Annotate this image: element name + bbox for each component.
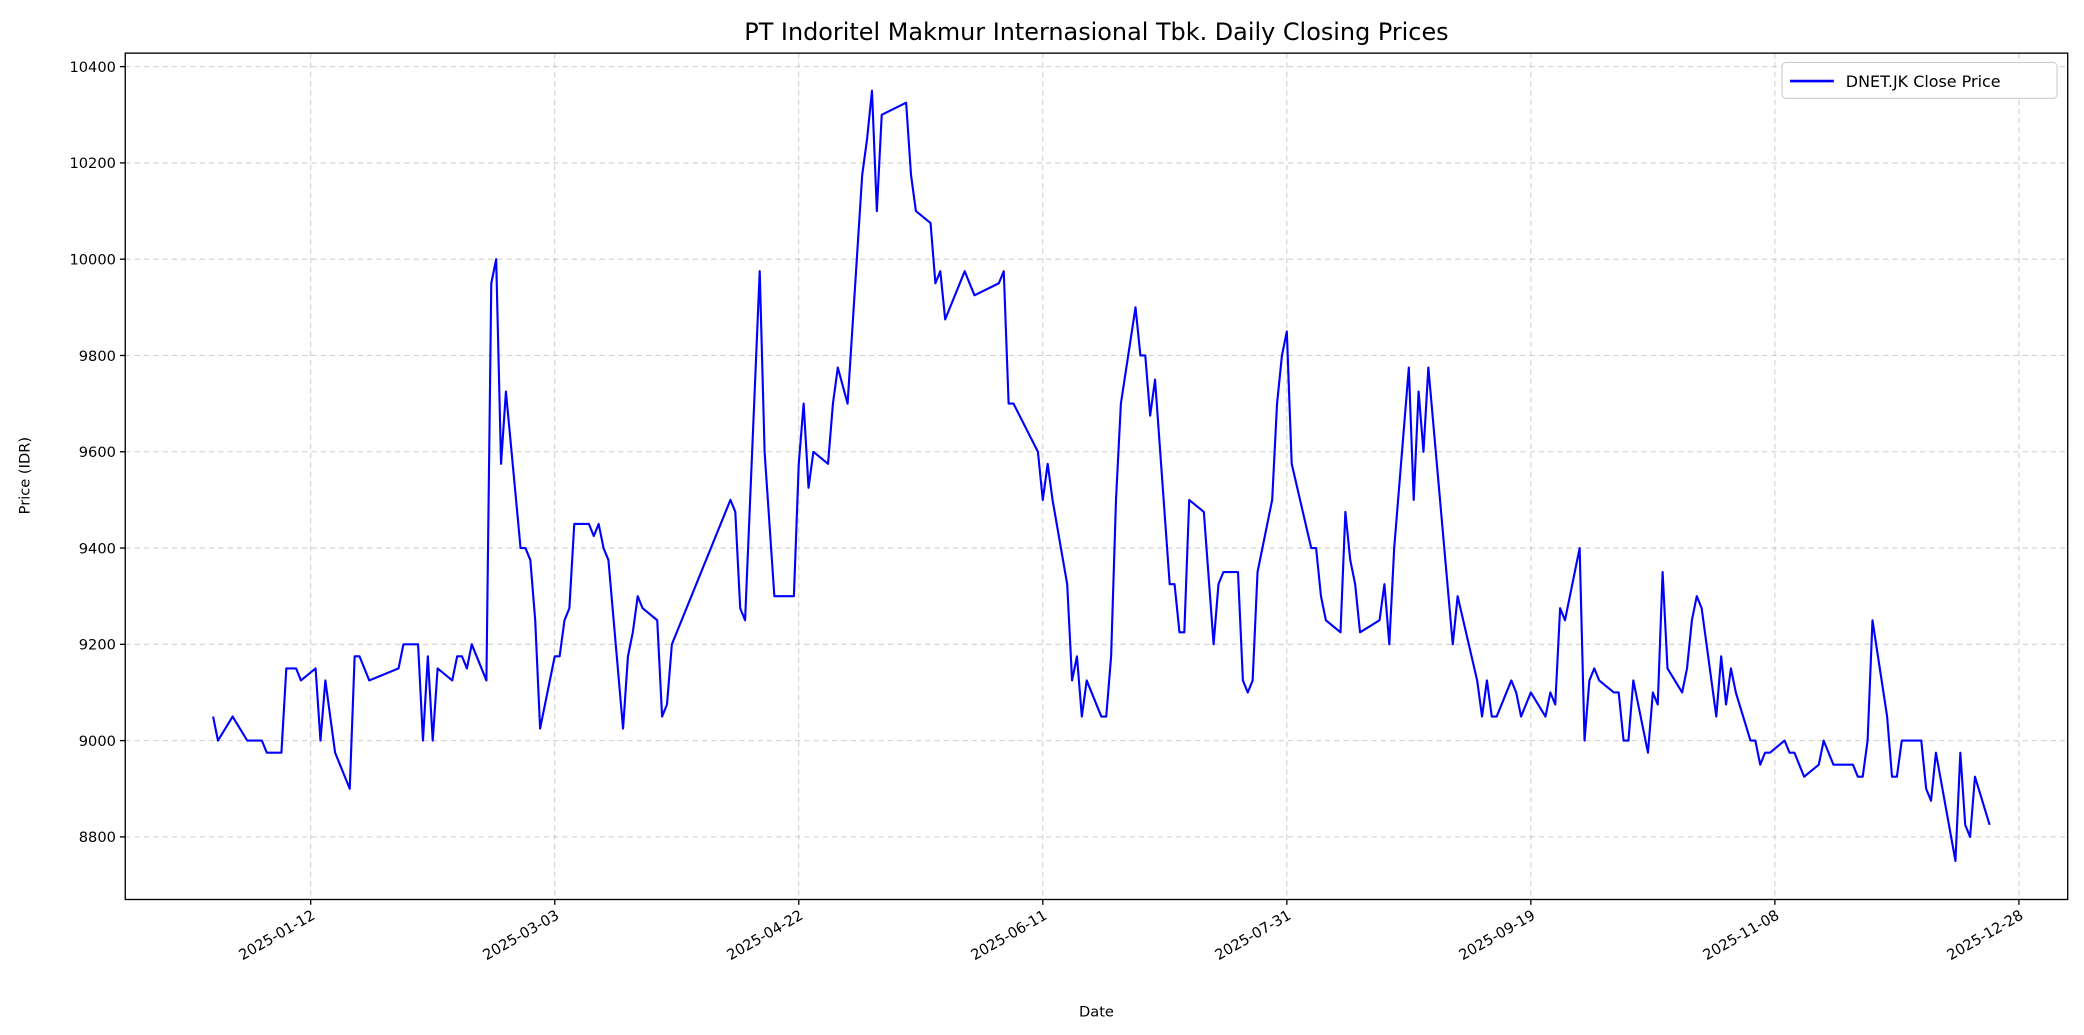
- grid-lines: [125, 53, 2068, 900]
- x-tick-label: 2025-01-12: [236, 907, 318, 964]
- y-tick-label: 8800: [79, 829, 116, 846]
- series-line-dnet-close: [212, 89, 1991, 863]
- y-tick-label: 9400: [79, 540, 116, 557]
- legend: DNET.JK Close Price: [1781, 61, 2058, 99]
- legend-label: DNET.JK Close Price: [1846, 72, 2001, 91]
- plot-frame: [124, 52, 2069, 901]
- y-axis-label: Price (IDR): [17, 437, 34, 514]
- y-tick-label: 9600: [79, 444, 116, 461]
- y-tick-label: 9000: [79, 733, 116, 750]
- y-tick-label: 10200: [69, 155, 115, 172]
- legend-box: [1781, 61, 2058, 99]
- y-tick-label: 10000: [69, 252, 115, 269]
- series-layer: [212, 89, 1991, 863]
- chart-title: PT Indoritel Makmur Internasional Tbk. D…: [744, 18, 1448, 46]
- x-tick-label: 2025-11-08: [1700, 907, 1782, 964]
- x-tick-label: 2025-09-19: [1456, 907, 1538, 964]
- x-tick-label: 2025-06-11: [968, 907, 1050, 964]
- x-tick-label: 2025-07-31: [1212, 907, 1294, 964]
- x-tick-label: 2025-12-28: [1944, 907, 2026, 964]
- x-axis-ticks: 2025-01-12 2025-03-03 2025-04-22 2025-06-11…: [236, 899, 2026, 964]
- y-tick-label: 9200: [79, 637, 116, 654]
- y-tick-label: 10400: [69, 59, 115, 76]
- x-tick-label: 2025-04-22: [724, 907, 806, 964]
- x-axis-label: Date: [1079, 1003, 1114, 1020]
- y-axis-ticks: 8800 9000 9200 9400 9600 9800 10000 10200 10400: [69, 59, 126, 846]
- x-tick-label: 2025-03-03: [480, 907, 562, 964]
- y-tick-label: 9800: [79, 348, 116, 365]
